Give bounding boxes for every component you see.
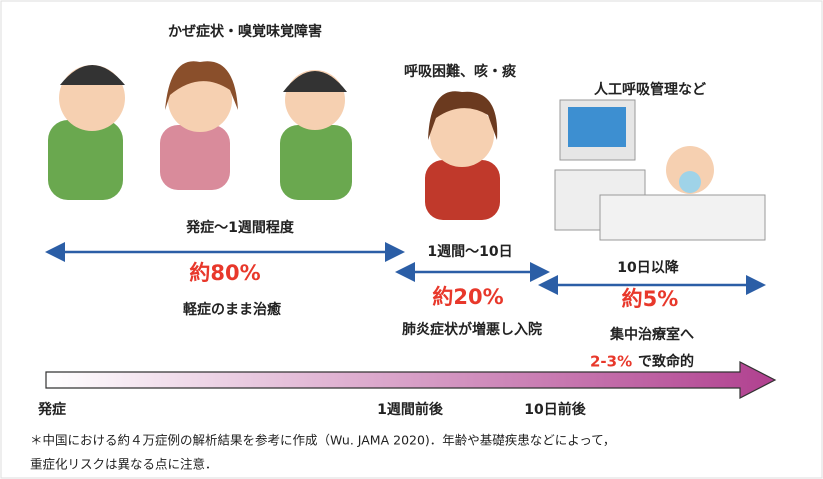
outcome: 軽症のまま治癒: [183, 301, 282, 318]
timeline-label: 10日前後: [524, 401, 586, 418]
illustration-cold: [48, 61, 352, 200]
footnote: 重症化リスクは異なる点に注意．: [30, 457, 218, 472]
share: 約5%: [622, 287, 679, 311]
symptoms: 人工呼吸管理など: [594, 81, 706, 98]
footnote: ＊中国における約４万症例の解析結果を参考に作成（Wu. JAMA 2020)．年…: [30, 433, 615, 448]
period: 10日以降: [617, 259, 679, 276]
outcome: 集中治療室へ: [609, 326, 694, 343]
infographic: かぜ症状・嗅覚味覚障害 呼吸困難、咳・痰 人工呼吸管理など 発症〜1週間程度 約…: [0, 0, 823, 479]
symptoms: かぜ症状・嗅覚味覚障害: [168, 23, 322, 40]
timeline-label: 発症: [37, 401, 66, 418]
share: 約20%: [432, 285, 503, 309]
illustration-cough: [425, 91, 500, 220]
fatality-text: で致命的: [638, 353, 694, 370]
fatality-rate: 2-3%: [590, 353, 632, 371]
share: 約80%: [189, 261, 260, 285]
illustration-icu: [555, 100, 765, 240]
timeline-label: 1週間前後: [377, 401, 444, 418]
period: 発症〜1週間程度: [185, 219, 295, 236]
outcome: 肺炎症状が増悪し入院: [402, 321, 542, 338]
period: 1週間〜10日: [427, 244, 512, 260]
symptoms: 呼吸困難、咳・痰: [404, 63, 517, 80]
